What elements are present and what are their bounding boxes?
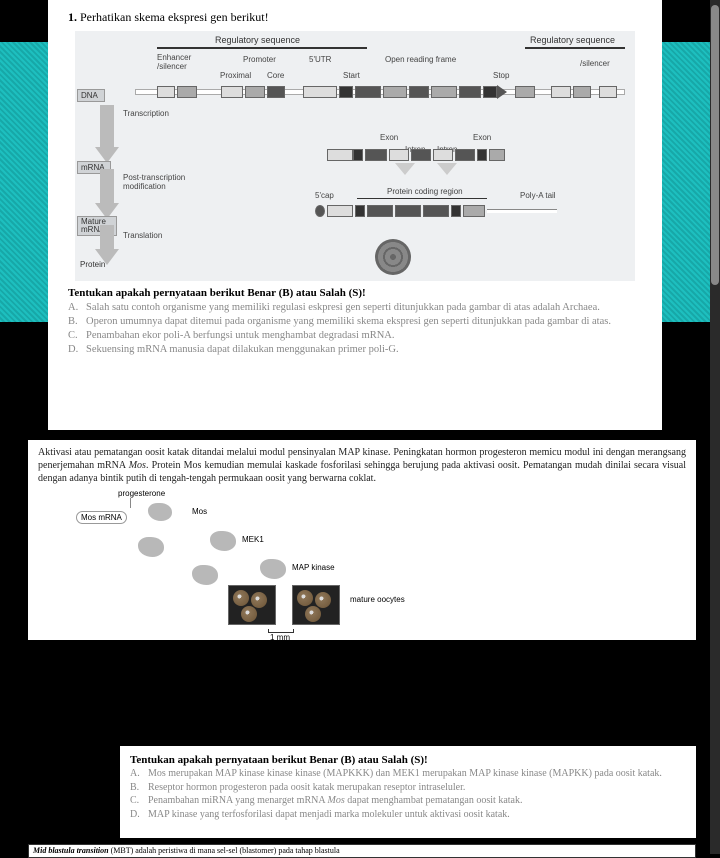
label-silencer: /silencer <box>580 59 610 68</box>
reg-line-2 <box>525 47 625 49</box>
mrna-track <box>327 149 507 161</box>
label-mos: Mos <box>192 507 207 516</box>
arrow-progesterone <box>130 498 131 508</box>
option-row: B.Reseptor hormon progesteron pada oosit… <box>130 782 686 795</box>
oocyte-image-before <box>228 585 276 625</box>
option-row: C.Penambahan miRNA yang menarget mRNA Mo… <box>130 795 686 808</box>
option-row: A.Salah satu contoh organisme yang memil… <box>68 301 642 314</box>
protein-icon <box>375 239 411 275</box>
page-question-1: 1. Perhatikan skema ekspresi gen berikut… <box>48 0 662 430</box>
option-letter: B. <box>68 315 86 328</box>
question-header: 1. Perhatikan skema ekspresi gen berikut… <box>68 10 642 25</box>
option-row: C.Penambahan ekor poli-A berfungsi untuk… <box>68 329 642 342</box>
q2-options: A.Mos merupakan MAP kinase kinase kinase… <box>130 768 686 821</box>
oocyte-image-after <box>292 585 340 625</box>
blob-4 <box>192 565 218 585</box>
option-text: Mos merupakan MAP kinase kinase kinase (… <box>148 768 686 781</box>
q1-prompt: Tentukan apakah pernyataan berikut Benar… <box>68 287 642 299</box>
dna-track <box>135 86 625 98</box>
blob-2 <box>138 537 164 557</box>
option-text: Sekuensing mRNA manusia dapat dilakukan … <box>86 343 642 356</box>
option-text: Salah satu contoh organisme yang memilik… <box>86 301 642 314</box>
arrow-transcription <box>100 105 114 149</box>
label-5cap: 5'cap <box>315 191 334 200</box>
blob-5 <box>260 559 286 579</box>
label-mapk: MAP kinase <box>292 563 335 572</box>
label-ptm: Post-transcription modification <box>123 173 203 191</box>
label-promoter: Promoter <box>243 55 276 64</box>
option-row: D.MAP kinase yang terfosforilasi dapat m… <box>130 809 686 822</box>
page-question-2-options: Tentukan apakah pernyataan berikut Benar… <box>120 746 696 838</box>
label-scale: 1 mm <box>270 633 290 642</box>
label-progesterone: progesterone <box>118 489 165 498</box>
label-enhancer: Enhancer /silencer <box>157 53 207 71</box>
option-text: Penambahan ekor poli-A berfungsi untuk m… <box>86 329 642 342</box>
reg-line-1 <box>157 47 367 49</box>
label-proximal: Proximal <box>220 71 251 80</box>
intron-splice-1 <box>395 163 415 175</box>
mature-track <box>315 205 565 217</box>
option-text: Penambahan miRNA yang menarget mRNA Mos … <box>148 795 686 808</box>
option-text: MAP kinase yang terfosforilasi dapat men… <box>148 809 686 822</box>
arrow-translation <box>100 225 114 251</box>
label-mek1: MEK1 <box>242 535 264 544</box>
option-letter: B. <box>130 782 148 795</box>
option-letter: A. <box>68 301 86 314</box>
label-pcr: Protein coding region <box>387 187 463 196</box>
label-transcription: Transcription <box>123 109 169 118</box>
blob-1 <box>148 503 172 521</box>
option-letter: D. <box>68 343 86 356</box>
label-mature-oocytes: mature oocytes <box>350 595 405 604</box>
label-translation: Translation <box>123 231 162 240</box>
pcr-line <box>357 198 487 199</box>
blob-3 <box>210 531 236 551</box>
q2-paragraph: Aktivasi atau pematangan oosit katak dit… <box>38 446 686 485</box>
label-core: Core <box>267 71 284 80</box>
option-letter: C. <box>68 329 86 342</box>
map-kinase-cascade-diagram: progesterone Mos mRNA Mos MEK1 MAP kinas… <box>68 489 428 619</box>
question-number: 1. <box>68 10 77 24</box>
label-5utr: 5'UTR <box>309 55 331 64</box>
label-polya: Poly-A tail <box>520 191 556 200</box>
row-label-protein: Protein <box>77 259 115 270</box>
option-letter: C. <box>130 795 148 808</box>
option-text: Reseptor hormon progesteron pada oosit k… <box>148 782 686 795</box>
q2-prompt: Tentukan apakah pernyataan berikut Benar… <box>130 754 686 766</box>
row-label-dna: DNA <box>77 89 105 102</box>
option-row: B.Operon umumnya dapat ditemui pada orga… <box>68 315 642 328</box>
option-text: Operon umumnya dapat ditemui pada organi… <box>86 315 642 328</box>
label-exon-2: Exon <box>473 133 491 142</box>
question-text: Perhatikan skema ekspresi gen berikut! <box>80 10 269 24</box>
label-orf: Open reading frame <box>385 55 456 64</box>
label-exon-1: Exon <box>380 133 398 142</box>
label-regulatory-seq-1: Regulatory sequence <box>215 35 300 45</box>
label-regulatory-seq-2: Regulatory sequence <box>530 35 615 45</box>
arrow-ptm <box>100 169 114 205</box>
option-letter: A. <box>130 768 148 781</box>
option-row: D.Sekuensing mRNA manusia dapat dilakuka… <box>68 343 642 356</box>
q1-options: A.Salah satu contoh organisme yang memil… <box>68 301 642 357</box>
scrollbar-thumb[interactable] <box>711 5 719 285</box>
option-letter: D. <box>130 809 148 822</box>
label-stop: Stop <box>493 71 509 80</box>
decor-teal-left <box>0 42 48 322</box>
page-mbt-snippet: Mid blastula transition (MBT) adalah per… <box>28 844 696 858</box>
decor-teal-right <box>662 42 710 322</box>
label-start: Start <box>343 71 360 80</box>
scrollbar-track[interactable] <box>710 0 720 854</box>
page-question-2-intro: Aktivasi atau pematangan oosit katak dit… <box>28 440 696 640</box>
label-mos-mrna: Mos mRNA <box>76 511 127 524</box>
option-row: A.Mos merupakan MAP kinase kinase kinase… <box>130 768 686 781</box>
gene-expression-diagram: Regulatory sequence Regulatory sequence … <box>75 31 635 281</box>
intron-splice-2 <box>437 163 457 175</box>
